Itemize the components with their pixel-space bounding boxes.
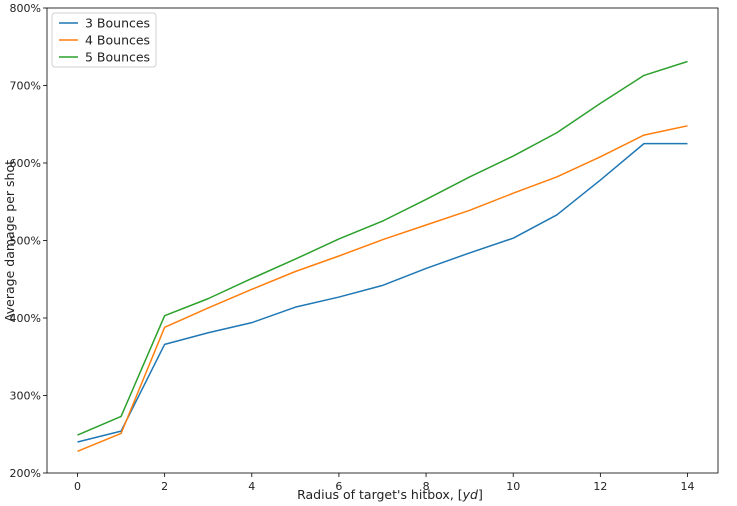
y-tick-label: 200% [10, 467, 41, 480]
legend-label-5-bounces: 5 Bounces [85, 50, 150, 65]
series-line-5-bounces [77, 60, 688, 436]
legend-label-3-bounces: 3 Bounces [85, 16, 150, 31]
x-tick-label: 6 [335, 480, 342, 493]
y-tick-label: 800% [10, 2, 41, 15]
x-tick-label: 8 [423, 480, 430, 493]
legend: 3 Bounces 4 Bounces 5 Bounces [51, 12, 157, 68]
series-line-3-bounces [77, 142, 688, 443]
legend-label-4-bounces: 4 Bounces [85, 33, 150, 48]
y-tick-label: 700% [10, 80, 41, 93]
x-axis-title: Radius of target's hitbox, [yd] [297, 487, 483, 502]
y-tick-label: 300% [10, 390, 41, 403]
y-tick-label: 500% [10, 235, 41, 248]
series-line-4-bounces [77, 125, 688, 452]
axes-layer: 0 2 4 6 8 10 12 14 200% 300% 400% 500% 600% 700% 800% [10, 2, 719, 493]
x-tick-label: 4 [248, 480, 255, 493]
legend-box [51, 12, 157, 68]
y-axis-title: Average damage per shot [2, 160, 17, 322]
x-tick-label: 0 [74, 480, 81, 493]
x-tick-label: 14 [681, 480, 695, 493]
series-layer [77, 60, 688, 452]
x-tick-label: 10 [506, 480, 520, 493]
y-tick-label: 600% [10, 157, 41, 170]
y-tick-label: 400% [10, 312, 41, 325]
x-tick-label: 2 [161, 480, 168, 493]
x-tick-label: 12 [593, 480, 607, 493]
